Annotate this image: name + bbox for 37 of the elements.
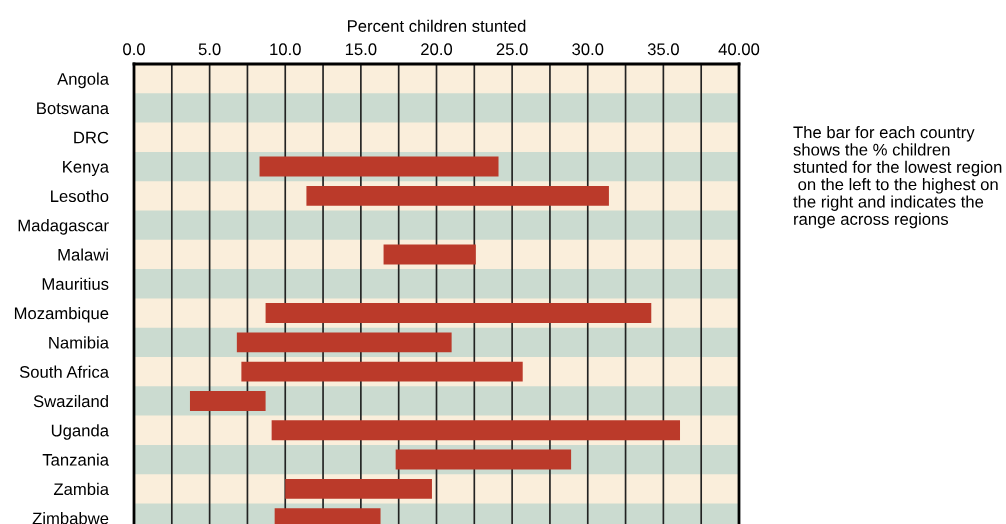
y-tick-label: Lesotho <box>51 189 109 203</box>
y-tick-label: South Africa <box>19 365 109 378</box>
x-tick-label: 20.0 <box>421 43 453 56</box>
bar <box>236 332 452 353</box>
bar <box>395 449 572 470</box>
y-tick-label: Kenya <box>63 161 109 177</box>
y-tick-label: Mozambique <box>14 307 109 323</box>
bar <box>271 420 681 441</box>
x-tick-label: 35.0 <box>647 43 679 56</box>
bar <box>285 478 432 499</box>
y-tick-label: Uganda <box>51 424 109 440</box>
x-tick-label: 30.0 <box>572 43 604 56</box>
y-tick-label: Namibia <box>49 336 109 349</box>
x-tick-label: 40.00 <box>718 43 760 56</box>
x-tick-label: 5.0 <box>198 43 221 56</box>
bar <box>265 303 652 324</box>
x-tick-label: 15.0 <box>345 43 377 56</box>
bar <box>306 185 609 206</box>
x-axis-title: Percent children stunted <box>348 19 526 32</box>
y-tick-label: Angola <box>57 72 109 89</box>
bar <box>241 361 523 382</box>
y-tick-label: Zambia <box>53 482 109 496</box>
bar <box>383 244 476 265</box>
y-tick-label: DRC <box>74 131 109 144</box>
y-tick-label: Malawi <box>58 248 108 261</box>
y-tick-label: Madagascar <box>18 219 109 235</box>
x-tick-label: 10.0 <box>270 43 301 56</box>
x-tick-label: 0.0 <box>123 43 145 56</box>
x-tick-label: 25.0 <box>496 43 528 56</box>
y-tick-label: Zimbabwe <box>32 512 109 524</box>
y-tick-label: Tanzania <box>42 453 109 466</box>
y-tick-label: Botswana <box>37 102 109 115</box>
bar <box>189 390 266 411</box>
bar <box>259 156 499 177</box>
text: The bar for each country shows the % children stunted for the lowest region on the left to the highest on the right and indicates the range across regions <box>793 126 1002 229</box>
y-tick-label: Mauritius <box>42 277 109 290</box>
y-tick-label: Swaziland <box>33 394 108 408</box>
